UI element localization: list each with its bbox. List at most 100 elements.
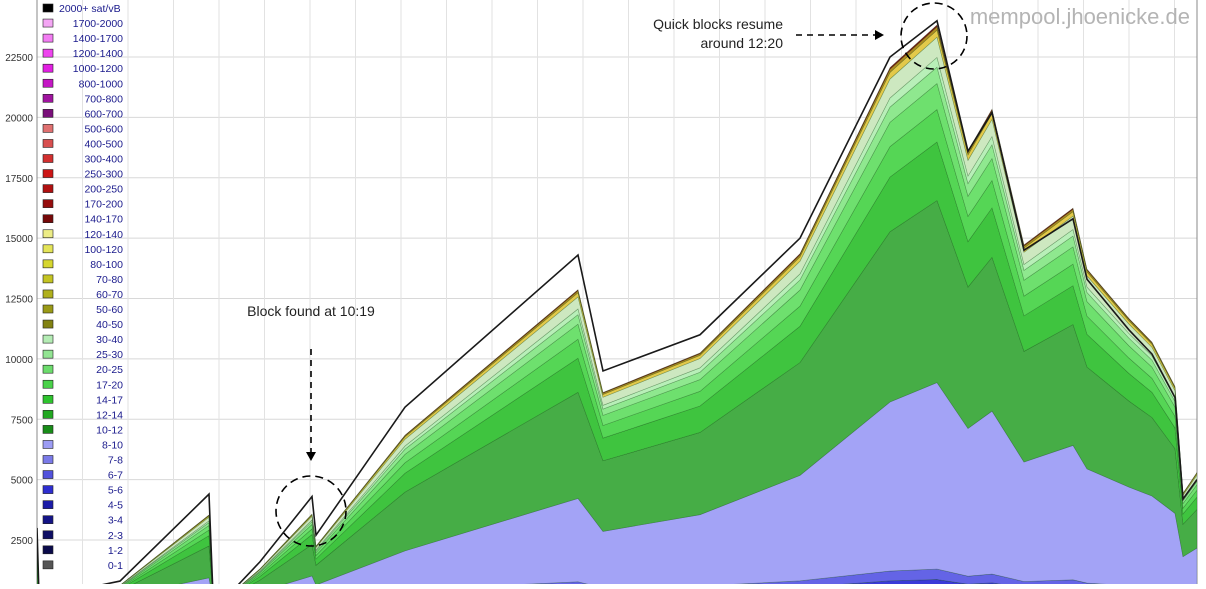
legend-swatch (42, 319, 54, 329)
legend-swatch (42, 199, 54, 208)
legend-swatch (42, 33, 54, 43)
legend-item: 60-70 (42, 289, 123, 301)
legend: 2000+ sat/vB 1700-2000 1400-1700 1200-1400 1… (42, 3, 124, 572)
total-outline (37, 19, 1197, 584)
y-tick-label: 22500 (5, 53, 33, 64)
y-tick-label: 17500 (5, 174, 33, 185)
legend-swatch (42, 440, 54, 449)
legend-label: 300-400 (84, 154, 123, 166)
legend-item: 17-20 (42, 379, 123, 391)
legend-label: 70-80 (96, 274, 123, 286)
legend-item: 25-30 (42, 349, 123, 361)
legend-swatch (42, 94, 54, 103)
legend-label: 500-600 (84, 123, 123, 135)
legend-item: 800-1000 (42, 78, 124, 90)
legend-swatch (42, 545, 54, 555)
legend-label: 100-120 (84, 244, 123, 256)
legend-item: 1-2 (42, 545, 123, 557)
legend-swatch (42, 214, 54, 223)
legend-swatch (42, 410, 54, 419)
legend-label: 400-500 (84, 138, 123, 150)
legend-label: 80-100 (90, 259, 123, 271)
legend-item: 14-17 (42, 394, 123, 406)
legend-label: 2000+ sat/vB (59, 3, 121, 15)
area-band-120 (37, 26, 1197, 584)
legend-swatch (42, 455, 54, 464)
legend-label: 2-3 (108, 530, 123, 542)
legend-item: 1400-1700 (42, 33, 123, 45)
legend-label: 17-20 (96, 379, 123, 391)
legend-label: 5-6 (108, 485, 123, 497)
legend-swatch (42, 530, 54, 540)
legend-item: 250-300 (42, 169, 123, 181)
legend-item: 7-8 (42, 455, 123, 467)
legend-swatch (42, 3, 54, 13)
annotation-circle (275, 475, 347, 547)
legend-label: 1700-2000 (73, 18, 123, 30)
annotation-quick-blocks: Quick blocks resume around 12:20 (653, 2, 968, 70)
y-tick-label: 20000 (5, 113, 33, 124)
legend-swatch (42, 334, 54, 344)
legend-item: 40-50 (42, 319, 123, 331)
legend-swatch (42, 139, 54, 148)
annotation-arrow-head (875, 30, 884, 40)
area-band-10-12 (37, 200, 1197, 584)
legend-item: 70-80 (42, 274, 123, 286)
area-band-5-6 (842, 579, 1002, 584)
legend-item: 4-5 (42, 500, 123, 512)
legend-label: 250-300 (84, 169, 123, 181)
legend-item: 700-800 (42, 93, 123, 105)
legend-swatch (42, 18, 54, 28)
legend-swatch (42, 364, 54, 374)
annotation-quick-blocks-line-1: Quick blocks resume (653, 16, 783, 32)
legend-label: 1000-1200 (73, 63, 123, 75)
legend-label: 140-170 (84, 214, 123, 226)
y-axis: 2500 5000 7500 10000 12500 15000 17500 20000 225… (5, 53, 33, 547)
annotation-block-found: Block found at 10:19 (247, 303, 375, 547)
area-band-high (37, 24, 1197, 584)
legend-swatch (42, 229, 54, 239)
legend-label: 0-1 (108, 560, 123, 572)
legend-item: 300-400 (42, 154, 123, 166)
legend-label: 1400-1700 (73, 33, 123, 45)
legend-item: 3-4 (42, 515, 123, 527)
legend-swatch (42, 63, 54, 73)
legend-label: 40-50 (96, 319, 123, 331)
legend-item: 10-12 (42, 424, 123, 436)
legend-item: 400-500 (42, 138, 123, 150)
legend-label: 3-4 (108, 515, 123, 527)
legend-swatch (42, 470, 54, 479)
legend-swatch (42, 78, 54, 88)
legend-label: 1200-1400 (73, 48, 123, 60)
legend-item: 1700-2000 (42, 18, 123, 30)
legend-swatch (42, 425, 54, 434)
legend-swatch (42, 274, 54, 284)
legend-item: 100-120 (42, 244, 123, 256)
legend-label: 800-1000 (79, 78, 124, 90)
legend-item: 8-10 (42, 439, 123, 451)
legend-swatch (42, 244, 54, 254)
legend-label: 14-17 (96, 394, 123, 406)
area-band-14-17 (37, 108, 1197, 584)
legend-item: 5-6 (42, 485, 123, 497)
legend-item: 50-60 (42, 304, 123, 316)
y-tick-label: 5000 (11, 476, 34, 487)
legend-label: 60-70 (96, 289, 123, 301)
legend-swatch (42, 560, 54, 570)
legend-label: 50-60 (96, 304, 123, 316)
legend-swatch (42, 485, 54, 494)
annotation-quick-blocks-line-2: around 12:20 (700, 35, 783, 51)
legend-item: 2-3 (42, 530, 123, 542)
legend-item: 30-40 (42, 334, 123, 346)
legend-swatch (42, 184, 54, 193)
legend-label: 25-30 (96, 349, 123, 361)
annotation-arrow-head (306, 452, 316, 461)
legend-label: 20-25 (96, 364, 123, 376)
y-tick-label: 12500 (5, 295, 33, 306)
legend-item: 1200-1400 (42, 48, 123, 60)
legend-label: 8-10 (102, 439, 123, 451)
legend-item: 20-25 (42, 364, 123, 376)
legend-swatch (42, 349, 54, 359)
